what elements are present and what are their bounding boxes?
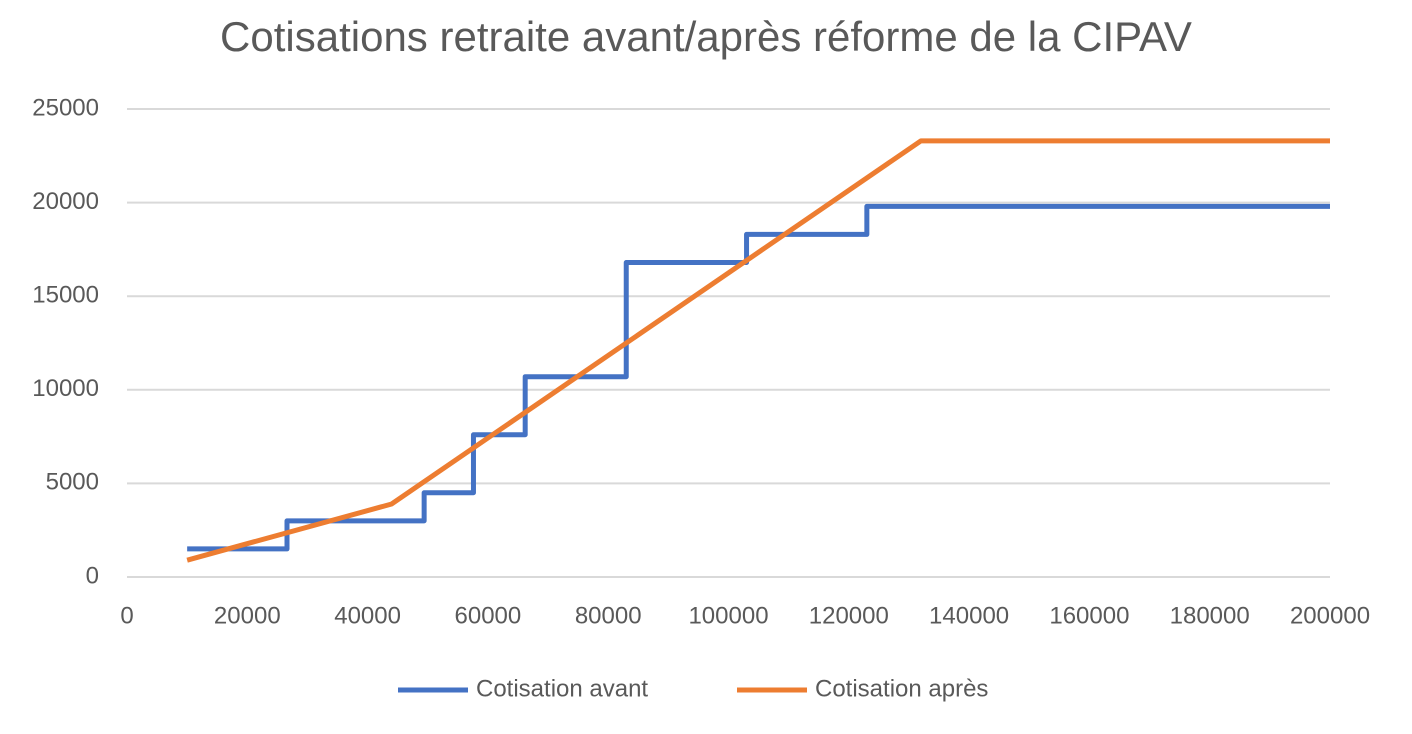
y-tick-label: 15000 xyxy=(32,282,99,309)
legend-label: Cotisation avant xyxy=(476,675,648,702)
y-tick-label: 20000 xyxy=(32,188,99,215)
y-tick-label: 5000 xyxy=(46,469,99,496)
chart-title: Cotisations retraite avant/après réforme… xyxy=(220,13,1192,60)
x-tick-label: 60000 xyxy=(455,602,522,629)
x-tick-label: 20000 xyxy=(214,602,281,629)
y-tick-label: 0 xyxy=(86,562,99,589)
x-tick-label: 100000 xyxy=(688,602,768,629)
legend-label: Cotisation après xyxy=(815,675,988,702)
line xyxy=(187,203,1330,552)
y-tick-label: 10000 xyxy=(32,375,99,402)
x-tick-label: 200000 xyxy=(1290,602,1370,629)
x-tick-label: 40000 xyxy=(334,602,401,629)
x-tick-label: 0 xyxy=(120,602,133,629)
line xyxy=(186,138,1330,563)
x-tick-label: 140000 xyxy=(929,602,1009,629)
x-tick-label: 180000 xyxy=(1170,602,1250,629)
x-tick-label: 120000 xyxy=(809,602,889,629)
x-tick-label: 160000 xyxy=(1049,602,1129,629)
y-tick-label: 25000 xyxy=(32,94,99,121)
x-tick-label: 80000 xyxy=(575,602,642,629)
